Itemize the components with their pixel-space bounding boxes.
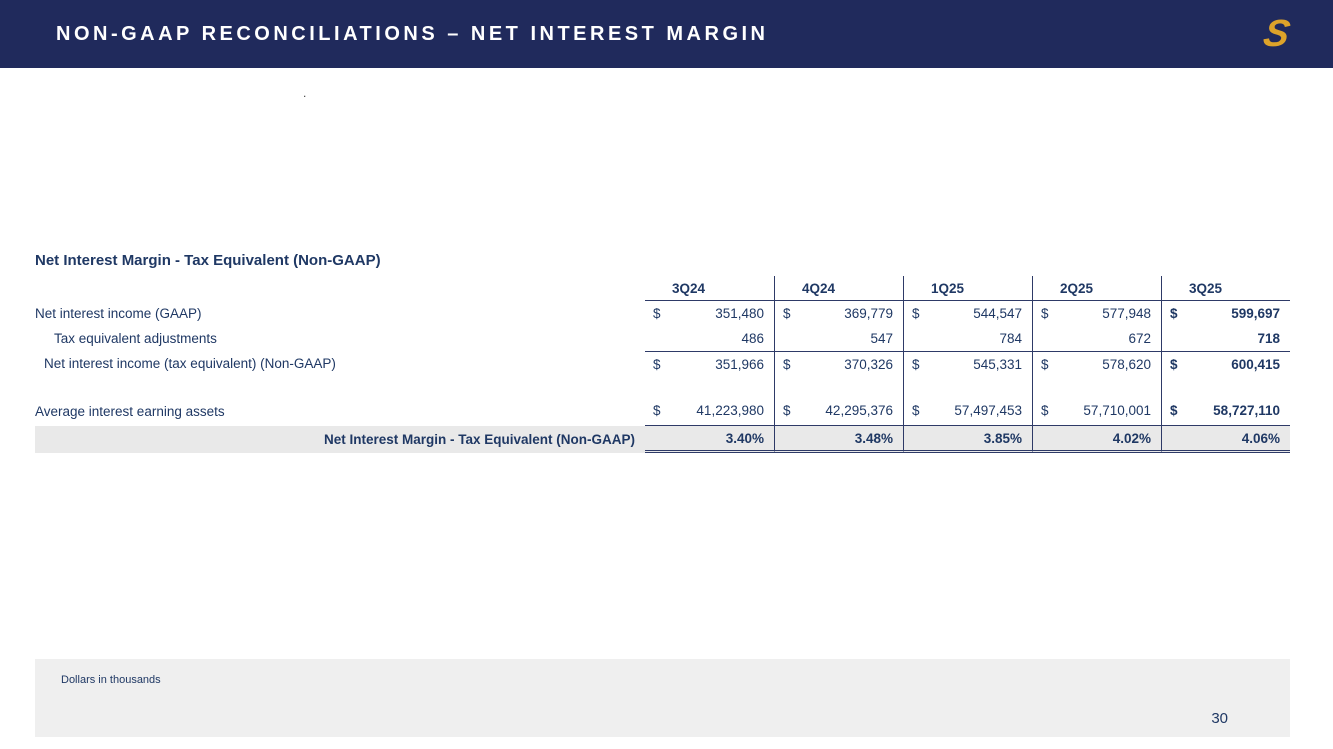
footer-panel: Dollars in thousands 30 xyxy=(35,659,1290,737)
column-header-3q24: 3Q24 xyxy=(645,276,774,301)
row-label: Net interest income (GAAP) xyxy=(35,306,202,321)
table-cell: $ 578,620 xyxy=(1032,351,1161,376)
currency-symbol: $ xyxy=(912,356,920,372)
table-cell: $ 577,948 xyxy=(1032,301,1161,326)
currency-symbol: $ xyxy=(653,356,661,372)
table-title: Net Interest Margin - Tax Equivalent (No… xyxy=(35,252,381,269)
table-cell: $ 369,779 xyxy=(774,301,903,326)
currency-symbol: $ xyxy=(1170,356,1178,372)
table-cell: 547 xyxy=(774,326,903,351)
cell-value: 547 xyxy=(870,331,893,346)
currency-symbol: $ xyxy=(1041,306,1049,321)
cell-value: 3.40% xyxy=(725,430,764,446)
table-cell: $ 57,710,001 xyxy=(1032,396,1161,426)
table-cell: $ 58,727,110 xyxy=(1161,396,1290,426)
row-label: Tax equivalent adjustments xyxy=(54,331,217,346)
currency-symbol: $ xyxy=(1041,356,1049,372)
currency-symbol: $ xyxy=(783,306,791,321)
table-cell: $ 351,480 xyxy=(645,301,774,326)
currency-symbol: $ xyxy=(783,403,791,418)
cell-value: 3.85% xyxy=(983,430,1022,446)
cell-value: 4.06% xyxy=(1241,430,1280,446)
cell-value: 486 xyxy=(741,331,764,346)
table-cell: 718 xyxy=(1161,326,1290,351)
table-cell: $ 370,326 xyxy=(774,351,903,376)
column-header-2q25: 2Q25 xyxy=(1032,276,1161,301)
summary-cell: 3.85% xyxy=(903,426,1032,453)
currency-symbol: $ xyxy=(1041,403,1049,418)
cell-value: 672 xyxy=(1128,331,1151,346)
currency-symbol: $ xyxy=(653,403,661,418)
cell-value: 544,547 xyxy=(973,306,1022,321)
currency-symbol: $ xyxy=(912,403,920,418)
table-cell: 784 xyxy=(903,326,1032,351)
cell-value: 369,779 xyxy=(844,306,893,321)
spacer-cell xyxy=(903,376,1032,396)
table-cell: $ 57,497,453 xyxy=(903,396,1032,426)
summary-cell: 4.06% xyxy=(1161,426,1290,453)
cell-value: 784 xyxy=(999,331,1022,346)
summary-cell: 4.02% xyxy=(1032,426,1161,453)
currency-symbol: $ xyxy=(653,306,661,321)
currency-symbol: $ xyxy=(912,306,920,321)
table-cell: $ 600,415 xyxy=(1161,351,1290,376)
cell-value: 351,966 xyxy=(715,356,764,372)
spacer-cell xyxy=(645,376,774,396)
row-label: Net interest income (tax equivalent) (No… xyxy=(44,356,336,371)
column-header-4q24: 4Q24 xyxy=(774,276,903,301)
cell-value: 41,223,980 xyxy=(696,403,764,418)
currency-symbol: $ xyxy=(1170,306,1178,321)
spacer-cell xyxy=(1032,376,1161,396)
page-number: 30 xyxy=(1211,710,1228,727)
cell-value: 57,710,001 xyxy=(1083,403,1151,418)
spacer-cell xyxy=(35,376,645,396)
financial-table-grid: 3Q24 4Q24 1Q25 2Q25 3Q25 Net interest in… xyxy=(35,276,1290,453)
table-cell: $ 599,697 xyxy=(1161,301,1290,326)
cell-value: 600,415 xyxy=(1231,356,1280,372)
table-cell: 672 xyxy=(1032,326,1161,351)
cell-value: 370,326 xyxy=(844,356,893,372)
table-cell: $ 545,331 xyxy=(903,351,1032,376)
slide-title: NON-GAAP RECONCILIATIONS – NET INTEREST … xyxy=(56,22,769,45)
summary-cell: 3.48% xyxy=(774,426,903,453)
column-header-3q25: 3Q25 xyxy=(1161,276,1290,301)
cell-value: 351,480 xyxy=(715,306,764,321)
table-cell: $ 351,966 xyxy=(645,351,774,376)
slide-header-bar: NON-GAAP RECONCILIATIONS – NET INTEREST … xyxy=(0,0,1333,68)
spacer-cell xyxy=(1161,376,1290,396)
table-cell: 486 xyxy=(645,326,774,351)
cell-value: 545,331 xyxy=(973,356,1022,372)
cell-value: 577,948 xyxy=(1102,306,1151,321)
summary-row-label: Net Interest Margin - Tax Equivalent (No… xyxy=(35,426,645,453)
cell-value: 3.48% xyxy=(854,430,893,446)
table-cell: $ 42,295,376 xyxy=(774,396,903,426)
cell-value: 578,620 xyxy=(1102,356,1151,372)
footnote-dollars-in-thousands: Dollars in thousands xyxy=(61,674,161,686)
cell-value: 58,727,110 xyxy=(1213,403,1280,418)
cell-value: 4.02% xyxy=(1112,430,1151,446)
table-corner xyxy=(35,276,645,301)
summary-cell: 3.40% xyxy=(645,426,774,453)
company-s-logo-icon: S xyxy=(1259,13,1293,55)
cell-value: 599,697 xyxy=(1231,306,1280,321)
currency-symbol: $ xyxy=(783,356,791,372)
table-cell: $ 544,547 xyxy=(903,301,1032,326)
cell-value: 42,295,376 xyxy=(825,403,893,418)
stray-period-mark: . xyxy=(303,86,307,100)
cell-value: 57,497,453 xyxy=(954,403,1022,418)
row-label: Average interest earning assets xyxy=(35,403,225,419)
reconciliation-table: Net Interest Margin - Tax Equivalent (No… xyxy=(35,252,1290,453)
spacer-cell xyxy=(774,376,903,396)
table-cell: $ 41,223,980 xyxy=(645,396,774,426)
currency-symbol: $ xyxy=(1170,403,1178,418)
cell-value: 718 xyxy=(1257,331,1280,346)
column-header-1q25: 1Q25 xyxy=(903,276,1032,301)
